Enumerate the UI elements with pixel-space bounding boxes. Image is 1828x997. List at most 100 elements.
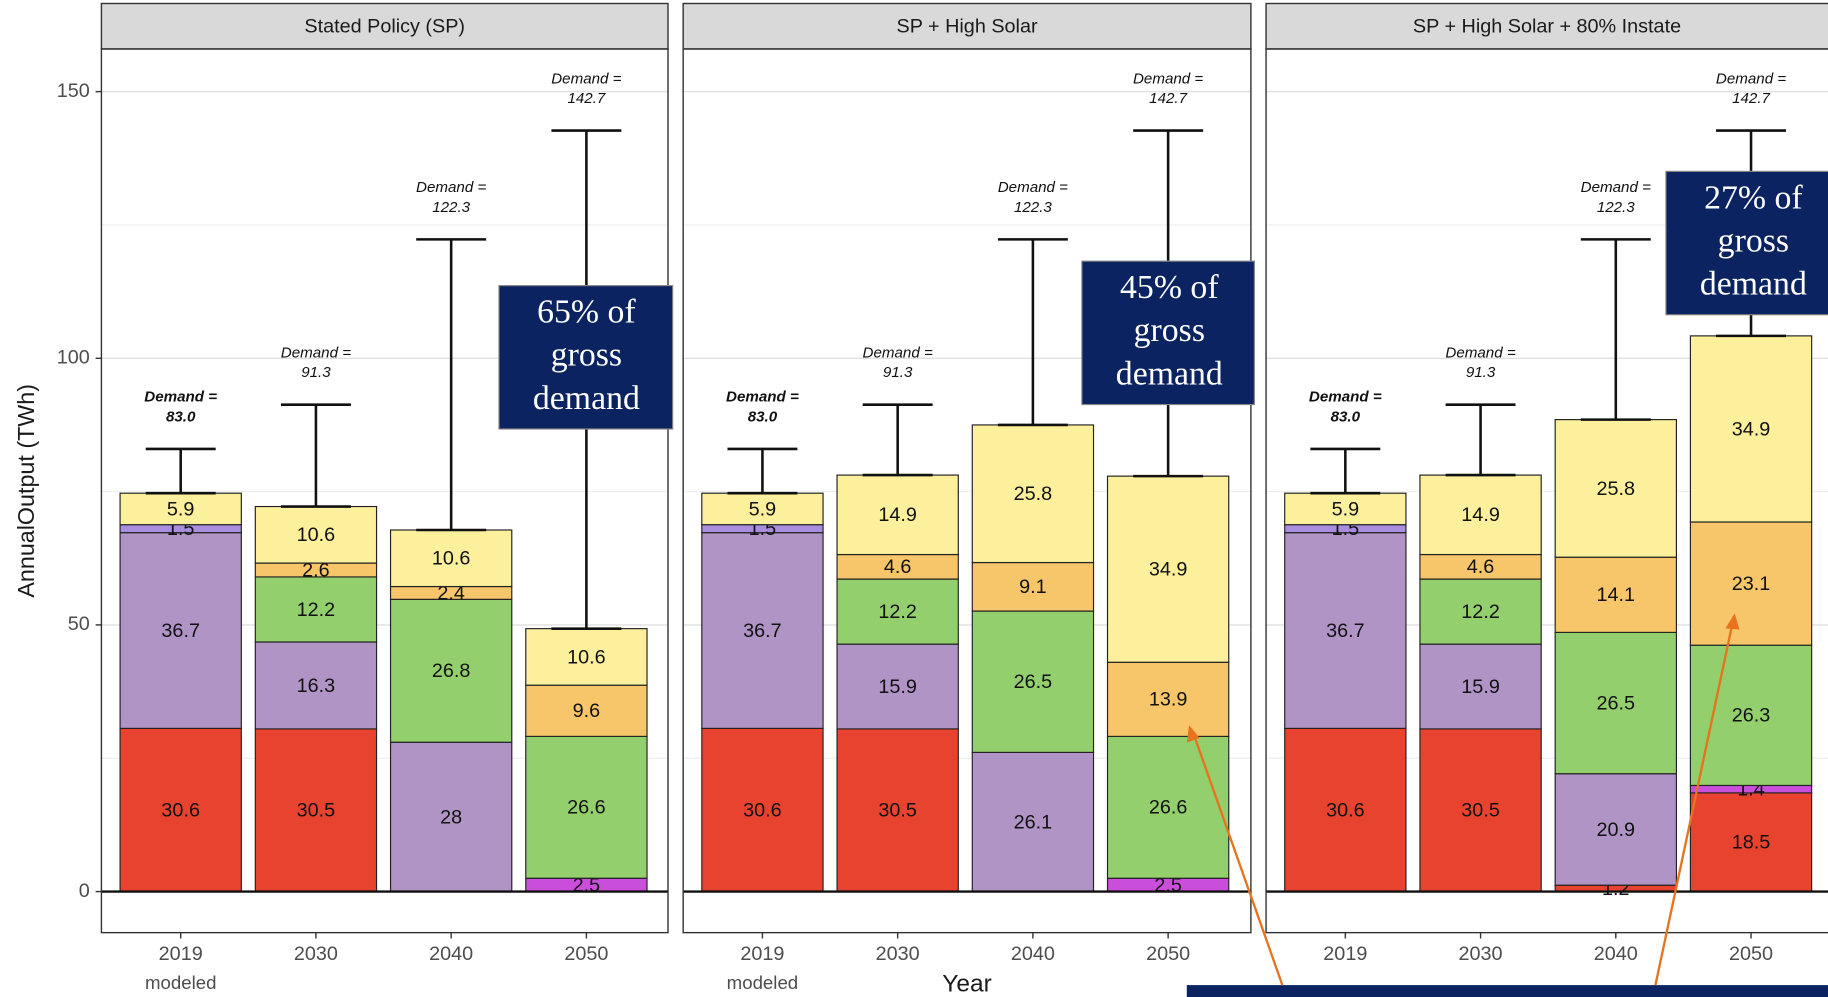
demand-label: Demand = (1133, 70, 1203, 87)
bar-segment (1106, 661, 1230, 737)
bar-segment (1284, 492, 1407, 526)
bar-segment (971, 424, 1095, 564)
x-tick-label: 2050 (1729, 943, 1773, 965)
bar-segment (254, 505, 378, 564)
segment-label: 30.6 (1326, 799, 1365, 821)
demand-label: Demand = (1716, 70, 1786, 87)
segment-label: 25.8 (1597, 478, 1636, 500)
panel-frame (682, 48, 1252, 934)
x-tick-note: modeled (727, 972, 799, 993)
segment-label: 30.5 (878, 800, 917, 822)
bar-segment (1689, 521, 1813, 646)
segment-label: 4.6 (1467, 556, 1495, 578)
bar-segment (836, 474, 959, 556)
panel-frame (1265, 48, 1828, 934)
facet-title: SP + High Solar (897, 16, 1038, 38)
bar-segment (119, 727, 242, 893)
demand-value: 91.3 (301, 364, 331, 381)
x-tick-label: 2030 (294, 943, 338, 965)
x-tick-label: 2019 (159, 943, 203, 965)
segment-label: 5.9 (749, 498, 777, 520)
callout-text: 45% of (1120, 269, 1219, 306)
segment-label: 14.1 (1597, 584, 1636, 606)
y-tick-label: 150 (57, 80, 90, 102)
bar-segment (701, 492, 824, 526)
callout-text: 65% of (537, 294, 636, 331)
segment-label: 14.9 (1461, 504, 1500, 526)
x-axis-title: Year (942, 971, 991, 997)
demand-value: 122.3 (432, 199, 470, 216)
demand-value: 91.3 (1466, 364, 1496, 381)
facet-title: Stated Policy (SP) (304, 16, 465, 38)
demand-value: 122.3 (1597, 199, 1635, 216)
y-axis-title: AnnualOutput (TWh) (13, 384, 39, 598)
y-tick-label: 50 (68, 613, 90, 635)
demand-label: Demand = (1581, 179, 1651, 196)
bar-segment (1554, 556, 1678, 633)
demand-label: Demand = (998, 179, 1068, 196)
segment-label: 9.6 (573, 700, 601, 722)
segment-label: 26.6 (1149, 797, 1188, 819)
bar-segment (1419, 643, 1542, 730)
segment-label: 12.2 (297, 599, 336, 621)
segment-label: 20.9 (1597, 819, 1636, 841)
segment-label: 26.5 (1597, 692, 1636, 714)
bar-segment (119, 492, 242, 526)
demand-label: Demand = (416, 179, 486, 196)
segment-label: 30.5 (297, 800, 336, 822)
bar-segment (701, 727, 824, 893)
segment-label: 26.5 (1014, 671, 1053, 693)
bar-segment (1554, 419, 1678, 558)
segment-label: 2.4 (437, 582, 465, 604)
panel-frame (100, 48, 669, 934)
bar-segment (1284, 532, 1407, 729)
demand-label: Demand = (1309, 389, 1382, 406)
bar-segment (1554, 631, 1678, 775)
x-tick-label: 2019 (740, 943, 784, 965)
bar-segment (254, 576, 378, 643)
segment-label: 34.9 (1149, 559, 1188, 581)
segment-label: 4.6 (884, 556, 912, 578)
bar-segment (971, 561, 1095, 612)
bar-segment (1554, 773, 1678, 886)
bar-segment (389, 741, 513, 893)
bar-segment (254, 728, 378, 893)
bar-segment (836, 643, 959, 730)
segment-label: 10.6 (567, 646, 606, 668)
x-tick-note: modeled (145, 972, 217, 993)
segment-label: 23.1 (1732, 573, 1771, 595)
x-tick-label: 2040 (429, 943, 473, 965)
bar-segment (1106, 475, 1230, 663)
segment-label: 36.7 (1326, 620, 1365, 642)
demand-value: 142.7 (1149, 90, 1187, 107)
x-tick-label: 2040 (1594, 943, 1638, 965)
y-tick-label: 0 (79, 880, 90, 902)
facet-title: SP + High Solar + 80% Instate (1413, 16, 1681, 38)
segment-label: 5.9 (1332, 498, 1360, 520)
annotation-arrow (1654, 623, 1734, 986)
bar-segment (1419, 578, 1542, 645)
bar-segment (389, 529, 513, 588)
demand-value: 122.3 (1014, 199, 1052, 216)
demand-value: 83.0 (1331, 408, 1361, 425)
segment-label: 10.6 (432, 548, 471, 570)
bar-segment (1689, 335, 1813, 523)
demand-value: 83.0 (748, 408, 778, 425)
demand-value: 83.0 (166, 408, 196, 425)
segment-label: 36.7 (161, 620, 200, 642)
segment-label: 36.7 (743, 620, 782, 642)
demand-label: Demand = (551, 70, 621, 87)
y-tick-label: 100 (57, 347, 90, 369)
facet-strip (100, 2, 669, 50)
demand-label: Demand = (863, 344, 933, 361)
segment-label: 18.5 (1732, 832, 1771, 854)
segment-label: 5.9 (167, 498, 195, 520)
x-tick-label: 2050 (1146, 943, 1190, 965)
bar-segment (701, 532, 824, 729)
bar-segment (1284, 727, 1407, 893)
bar-segment (971, 610, 1095, 753)
callout-box (1665, 170, 1828, 316)
annotation-box (1186, 985, 1828, 997)
callout-text: 27% of (1704, 179, 1803, 216)
